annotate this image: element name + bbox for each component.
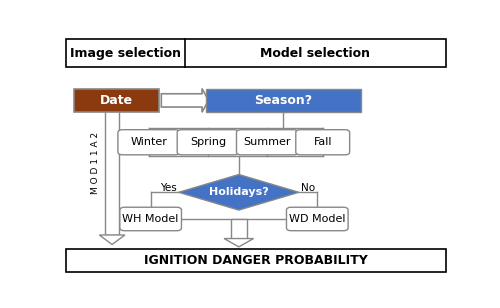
Bar: [231, 219, 246, 238]
FancyBboxPatch shape: [177, 130, 239, 155]
Polygon shape: [179, 175, 299, 210]
FancyBboxPatch shape: [286, 207, 348, 231]
FancyBboxPatch shape: [236, 130, 298, 155]
Text: Image selection: Image selection: [70, 47, 181, 59]
Text: Yes: Yes: [160, 183, 177, 193]
Text: IGNITION DANGER PROBABILITY: IGNITION DANGER PROBABILITY: [144, 254, 368, 267]
Text: Model selection: Model selection: [260, 47, 370, 59]
Text: Spring: Spring: [190, 137, 226, 147]
Text: Summer: Summer: [244, 137, 291, 147]
FancyBboxPatch shape: [118, 130, 180, 155]
Polygon shape: [162, 88, 208, 112]
Polygon shape: [100, 235, 125, 245]
Text: Date: Date: [100, 94, 134, 107]
Text: Fall: Fall: [314, 137, 332, 147]
FancyBboxPatch shape: [296, 130, 350, 155]
Text: M O D 1 1 A 2: M O D 1 1 A 2: [91, 132, 100, 194]
Bar: [66, 249, 446, 272]
Bar: [206, 89, 361, 112]
Text: Holidays?: Holidays?: [209, 187, 268, 197]
Bar: [74, 89, 160, 112]
FancyBboxPatch shape: [120, 207, 182, 231]
Text: WD Model: WD Model: [289, 214, 346, 224]
Text: Season?: Season?: [254, 94, 312, 107]
Bar: [105, 89, 119, 235]
Bar: [66, 39, 446, 67]
Text: No: No: [301, 183, 315, 193]
Polygon shape: [224, 238, 254, 247]
Text: WH Model: WH Model: [122, 214, 179, 224]
Text: Winter: Winter: [130, 137, 167, 147]
